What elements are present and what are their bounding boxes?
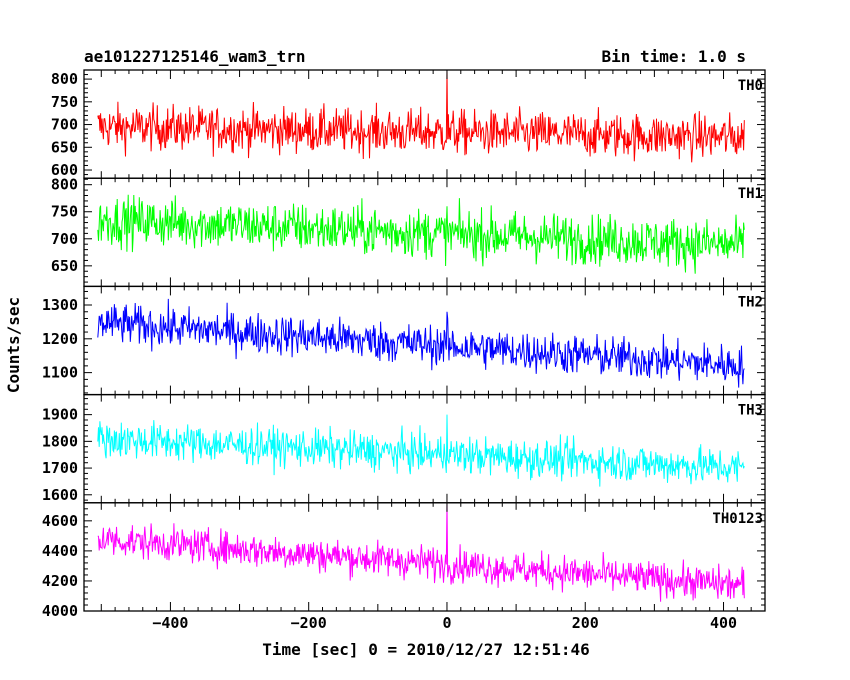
series-th0123 <box>97 502 745 602</box>
y-tick-label-th0: 750 <box>51 93 78 111</box>
y-tick-label-th3: 1800 <box>42 432 78 450</box>
y-tick-label-th1: 800 <box>51 176 78 194</box>
y-tick-label-th0: 650 <box>51 138 78 156</box>
y-tick-label-th2: 1300 <box>42 296 78 314</box>
series-th3 <box>97 414 745 487</box>
x-tick-label: 400 <box>710 614 737 632</box>
panel-th3: 1600 1700 1800 1900 TH3 <box>42 393 766 504</box>
panel-label-th0: TH0 <box>738 78 763 94</box>
y-tick-label-th2: 1100 <box>42 364 78 382</box>
y-tick-label-th3: 1600 <box>42 486 78 504</box>
y-tick-label-th0: 700 <box>51 116 78 134</box>
series-th0 <box>97 70 745 163</box>
y-tick-label-th0: 800 <box>51 70 78 88</box>
x-tick-label: −400 <box>152 614 188 632</box>
y-tick-label-th0123: 4200 <box>42 572 78 590</box>
series-th2 <box>97 298 745 388</box>
x-tick-label: 0 <box>442 614 451 632</box>
y-axis-label: Counts/sec <box>4 297 23 393</box>
y-tick-label-th3: 1700 <box>42 459 78 477</box>
panel-label-th2: TH2 <box>738 294 763 310</box>
panel-label-th0123: TH0123 <box>712 511 763 527</box>
y-tick-label-th2: 1200 <box>42 330 78 348</box>
y-tick-label-th1: 700 <box>51 230 78 248</box>
panel-label-th1: TH1 <box>738 186 763 202</box>
panel-th2: 1100 1200 1300 TH2 <box>42 285 766 396</box>
panel-th0: 600 650 700 750 800 TH0 <box>51 69 766 179</box>
y-tick-label-th0123: 4400 <box>42 542 78 560</box>
panel-th1: 650 700 750 800 TH1 <box>51 176 766 288</box>
y-tick-label-th3: 1900 <box>42 406 78 424</box>
x-tick-label: 200 <box>572 614 599 632</box>
series-th1 <box>97 194 745 274</box>
y-tick-label-th0123: 4000 <box>42 602 78 620</box>
y-tick-label-th0: 600 <box>51 161 78 179</box>
y-tick-label-th1: 650 <box>51 257 78 275</box>
chart-title: ae101227125146_wam3_trn <box>84 47 306 66</box>
y-tick-label-th1: 750 <box>51 203 78 221</box>
panels-group: 600 650 700 750 800 TH0 650 700 750 800 TH1 1100 120… <box>42 69 766 620</box>
x-axis: −400 −200 0 200 400 <box>152 614 737 632</box>
x-axis-label: Time [sec] 0 = 2010/12/27 12:51:46 <box>262 640 590 659</box>
bin-time-label: Bin time: 1.0 s <box>602 47 747 66</box>
panel-th0123: 4000 4200 4400 4600 TH0123 <box>42 502 766 620</box>
x-tick-label: −200 <box>291 614 327 632</box>
y-tick-label-th0123: 4600 <box>42 512 78 530</box>
panel-label-th3: TH3 <box>738 403 763 419</box>
